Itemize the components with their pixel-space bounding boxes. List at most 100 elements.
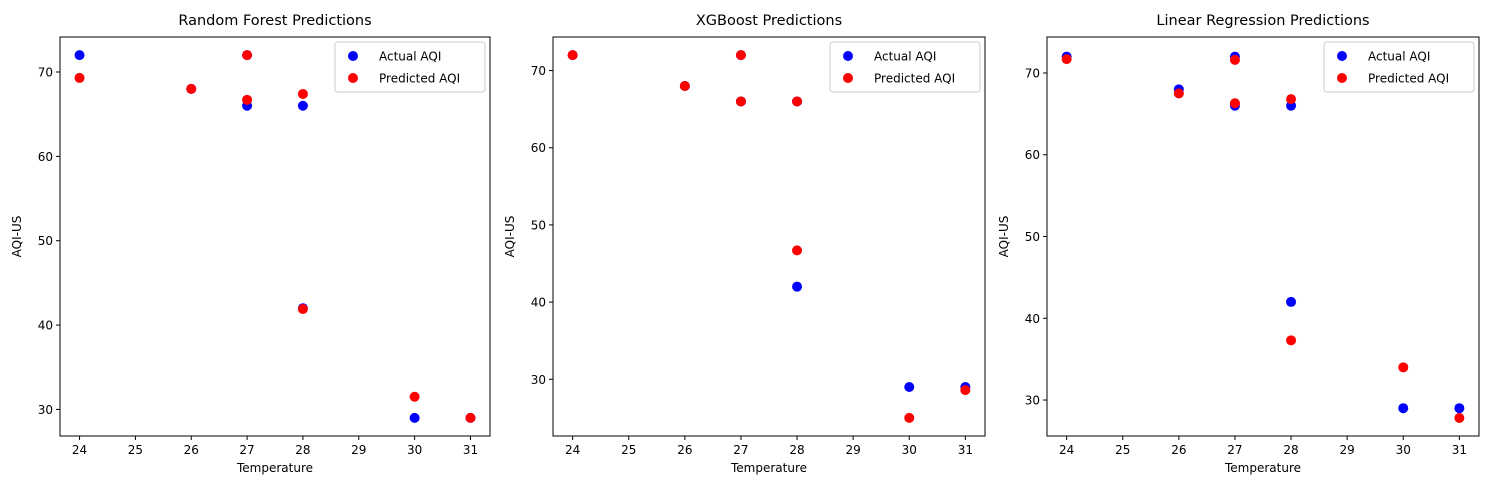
x-tick-label: 30 [902, 443, 917, 457]
y-axis-label: AQI-US [503, 216, 517, 258]
data-point [904, 381, 915, 392]
y-tick-label: 60 [531, 141, 546, 155]
data-point [1061, 54, 1072, 65]
x-tick-label: 24 [565, 443, 580, 457]
data-point [792, 281, 803, 292]
x-tick-label: 24 [1059, 443, 1074, 457]
legend-box [829, 41, 981, 93]
data-point [242, 50, 253, 61]
data-point [735, 50, 746, 61]
subplot-1: 24 25 26 27 28 29 30 31 30 40 50 60 70 Random Forest … [10, 13, 491, 475]
subplot-3: 24 25 26 27 28 29 30 31 30 40 50 60 70 Linear Regress… [997, 13, 1480, 475]
data-point [1286, 94, 1297, 105]
y-tick-label: 30 [1025, 394, 1040, 408]
data-point [792, 96, 803, 107]
legend: Actual AQI Predicted AQI [829, 41, 981, 93]
series-actual [567, 50, 971, 392]
data-point [186, 83, 197, 94]
axes-frame [1046, 36, 1480, 437]
legend-label: Predicted AQI [1368, 72, 1449, 86]
x-tick-label: 27 [239, 443, 254, 457]
data-point [1286, 296, 1297, 307]
x-tick-label: 28 [295, 443, 310, 457]
legend-marker [843, 73, 853, 83]
y-tick-label: 60 [1025, 148, 1040, 162]
data-point [1229, 54, 1240, 65]
data-point [904, 412, 915, 423]
legend-label: Predicted AQI [379, 72, 460, 86]
legend-label: Actual AQI [1368, 50, 1430, 64]
x-tick-label: 29 [351, 443, 366, 457]
x-tick-label: 29 [1340, 443, 1355, 457]
x-tick-label: 28 [789, 443, 804, 457]
data-point [679, 81, 690, 92]
data-point [465, 412, 476, 423]
data-point [297, 88, 308, 99]
y-axis-label: AQI-US [997, 216, 1011, 258]
x-tick-label: 25 [128, 443, 143, 457]
y-tick-label: 30 [38, 403, 53, 417]
data-point [567, 50, 578, 61]
legend-label: Actual AQI [379, 50, 441, 64]
y-tick-label: 50 [1025, 230, 1040, 244]
data-point [297, 304, 308, 315]
data-point [735, 96, 746, 107]
y-tick-label: 40 [531, 296, 546, 310]
legend-marker [1337, 51, 1347, 61]
y-axis-label: AQI-US [10, 216, 24, 258]
data-point [960, 385, 971, 396]
data-point [297, 100, 308, 111]
y-tick-label: 50 [38, 234, 53, 248]
y-tick-label: 40 [1025, 312, 1040, 326]
x-tick-label: 28 [1283, 443, 1298, 457]
legend-marker [348, 73, 358, 83]
data-point [1229, 98, 1240, 109]
series-predicted [1061, 54, 1465, 424]
axes-frame [552, 36, 986, 437]
legend-box [1323, 41, 1475, 93]
legend-marker [843, 51, 853, 61]
series-predicted [74, 50, 476, 423]
x-tick-label: 27 [1227, 443, 1242, 457]
x-tick-label: 31 [463, 443, 478, 457]
y-tick-label: 40 [38, 319, 53, 333]
x-tick-label: 27 [733, 443, 748, 457]
data-point [242, 94, 253, 105]
data-point [1173, 88, 1184, 99]
chart-title: Linear Regression Predictions [1156, 13, 1369, 29]
data-point [409, 391, 420, 402]
series-actual [74, 50, 476, 423]
x-tick-label: 25 [621, 443, 636, 457]
legend-marker [1337, 73, 1347, 83]
legend-box [334, 41, 486, 93]
data-point [409, 412, 420, 423]
data-point [1398, 403, 1409, 414]
x-axis-label: Temperature [1224, 461, 1301, 475]
legend-marker [348, 51, 358, 61]
x-tick-label: 26 [1171, 443, 1186, 457]
data-point [1454, 403, 1465, 414]
data-point [1286, 335, 1297, 346]
legend: Actual AQI Predicted AQI [1323, 41, 1475, 93]
x-tick-label: 31 [1452, 443, 1467, 457]
y-tick-label: 70 [531, 64, 546, 78]
y-tick-label: 50 [531, 218, 546, 232]
legend-label: Predicted AQI [874, 72, 955, 86]
x-tick-label: 31 [958, 443, 973, 457]
series-predicted [567, 50, 971, 423]
chart-title: XGBoost Predictions [696, 13, 842, 29]
x-axis-label: Temperature [236, 461, 313, 475]
data-point [1398, 362, 1409, 373]
y-tick-label: 30 [531, 373, 546, 387]
data-point [1454, 413, 1465, 424]
x-tick-label: 25 [1115, 443, 1130, 457]
series-actual [1061, 51, 1465, 414]
data-point [74, 50, 85, 61]
y-tick-label: 60 [38, 150, 53, 164]
legend-label: Actual AQI [874, 50, 936, 64]
chart-title: Random Forest Predictions [178, 13, 371, 29]
x-tick-label: 26 [184, 443, 199, 457]
subplot-2: 24 25 26 27 28 29 30 31 30 40 50 60 70 XGBoost Predic… [503, 13, 986, 475]
data-point [74, 72, 85, 83]
y-tick-label: 70 [38, 66, 53, 80]
